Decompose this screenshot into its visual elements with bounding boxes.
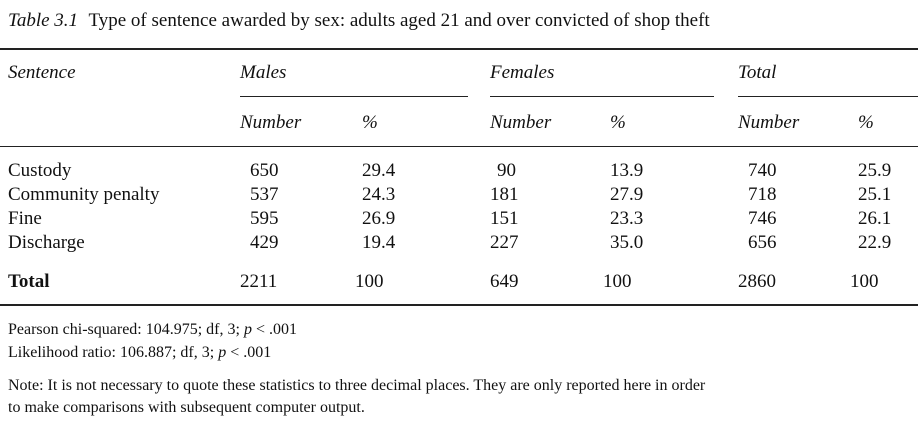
p-symbol: p xyxy=(218,344,227,361)
cell-total-number: 656 xyxy=(748,232,777,253)
cell-females-percent: 35.0 xyxy=(610,232,644,253)
row-label: Custody xyxy=(8,160,72,181)
table-number: Table 3.1 xyxy=(8,10,79,31)
header-total-number: Number xyxy=(738,112,800,133)
cell-females-percent: 23.3 xyxy=(610,208,644,229)
row-label: Community penalty xyxy=(8,184,160,205)
cell-females-number: 227 xyxy=(490,232,519,253)
total-males-percent: 100 xyxy=(355,271,384,292)
header-sentence: Sentence xyxy=(8,62,76,83)
table-title: Type of sentence awarded by sex: adults … xyxy=(88,10,710,31)
bottom-rule xyxy=(0,304,918,306)
header-males-number: Number xyxy=(240,112,302,133)
row-label: Discharge xyxy=(8,232,85,253)
table-caption: Table 3.1 Type of sentence awarded by se… xyxy=(8,10,710,32)
header-males-percent: % xyxy=(362,112,378,133)
row-label: Fine xyxy=(8,208,42,229)
note-line-1: Note: It is not necessary to quote these… xyxy=(8,377,706,394)
cell-males-percent: 19.4 xyxy=(362,232,396,253)
header-females-percent: % xyxy=(610,112,626,133)
note-line-2: to make comparisons with subsequent comp… xyxy=(8,399,365,416)
cell-females-percent: 27.9 xyxy=(610,184,644,205)
cell-total-number: 746 xyxy=(748,208,777,229)
likelihood-text: Likelihood ratio: 106.887; df, 3; xyxy=(8,344,219,361)
cell-females-number: 181 xyxy=(490,184,519,205)
pearson-text: Pearson chi-squared: 104.975; df, 3; xyxy=(8,321,244,338)
p-value: < .001 xyxy=(251,321,297,338)
males-group-rule xyxy=(240,96,468,97)
cell-total-percent: 25.1 xyxy=(858,184,892,205)
cell-males-number: 537 xyxy=(250,184,279,205)
p-value: < .001 xyxy=(226,344,272,361)
p-symbol: p xyxy=(243,321,252,338)
cell-females-number: 90 xyxy=(497,160,516,181)
total-total-number: 2860 xyxy=(738,271,776,292)
cell-total-number: 740 xyxy=(748,160,777,181)
cell-females-number: 151 xyxy=(490,208,519,229)
header-total: Total xyxy=(738,62,777,83)
cell-females-percent: 13.9 xyxy=(610,160,644,181)
header-bottom-rule xyxy=(0,146,918,147)
total-males-number: 2211 xyxy=(240,271,278,292)
header-males: Males xyxy=(240,62,287,83)
cell-males-percent: 24.3 xyxy=(362,184,396,205)
total-females-number: 649 xyxy=(490,271,519,292)
cell-males-number: 429 xyxy=(250,232,279,253)
pearson-statistic: Pearson chi-squared: 104.975; df, 3; p <… xyxy=(8,320,297,340)
top-rule xyxy=(0,48,918,50)
cell-males-percent: 26.9 xyxy=(362,208,396,229)
cell-males-number: 595 xyxy=(250,208,279,229)
header-females-number: Number xyxy=(490,112,552,133)
cell-total-number: 718 xyxy=(748,184,777,205)
header-total-percent: % xyxy=(858,112,874,133)
cell-total-percent: 26.1 xyxy=(858,208,892,229)
cell-total-percent: 25.9 xyxy=(858,160,892,181)
total-females-percent: 100 xyxy=(603,271,632,292)
cell-males-number: 650 xyxy=(250,160,279,181)
header-females: Females xyxy=(490,62,555,83)
likelihood-statistic: Likelihood ratio: 106.887; df, 3; p < .0… xyxy=(8,343,271,363)
females-group-rule xyxy=(490,96,714,97)
cell-males-percent: 29.4 xyxy=(362,160,396,181)
total-row-label: Total xyxy=(8,271,50,292)
total-total-percent: 100 xyxy=(850,271,879,292)
total-group-rule xyxy=(738,96,918,97)
cell-total-percent: 22.9 xyxy=(858,232,892,253)
